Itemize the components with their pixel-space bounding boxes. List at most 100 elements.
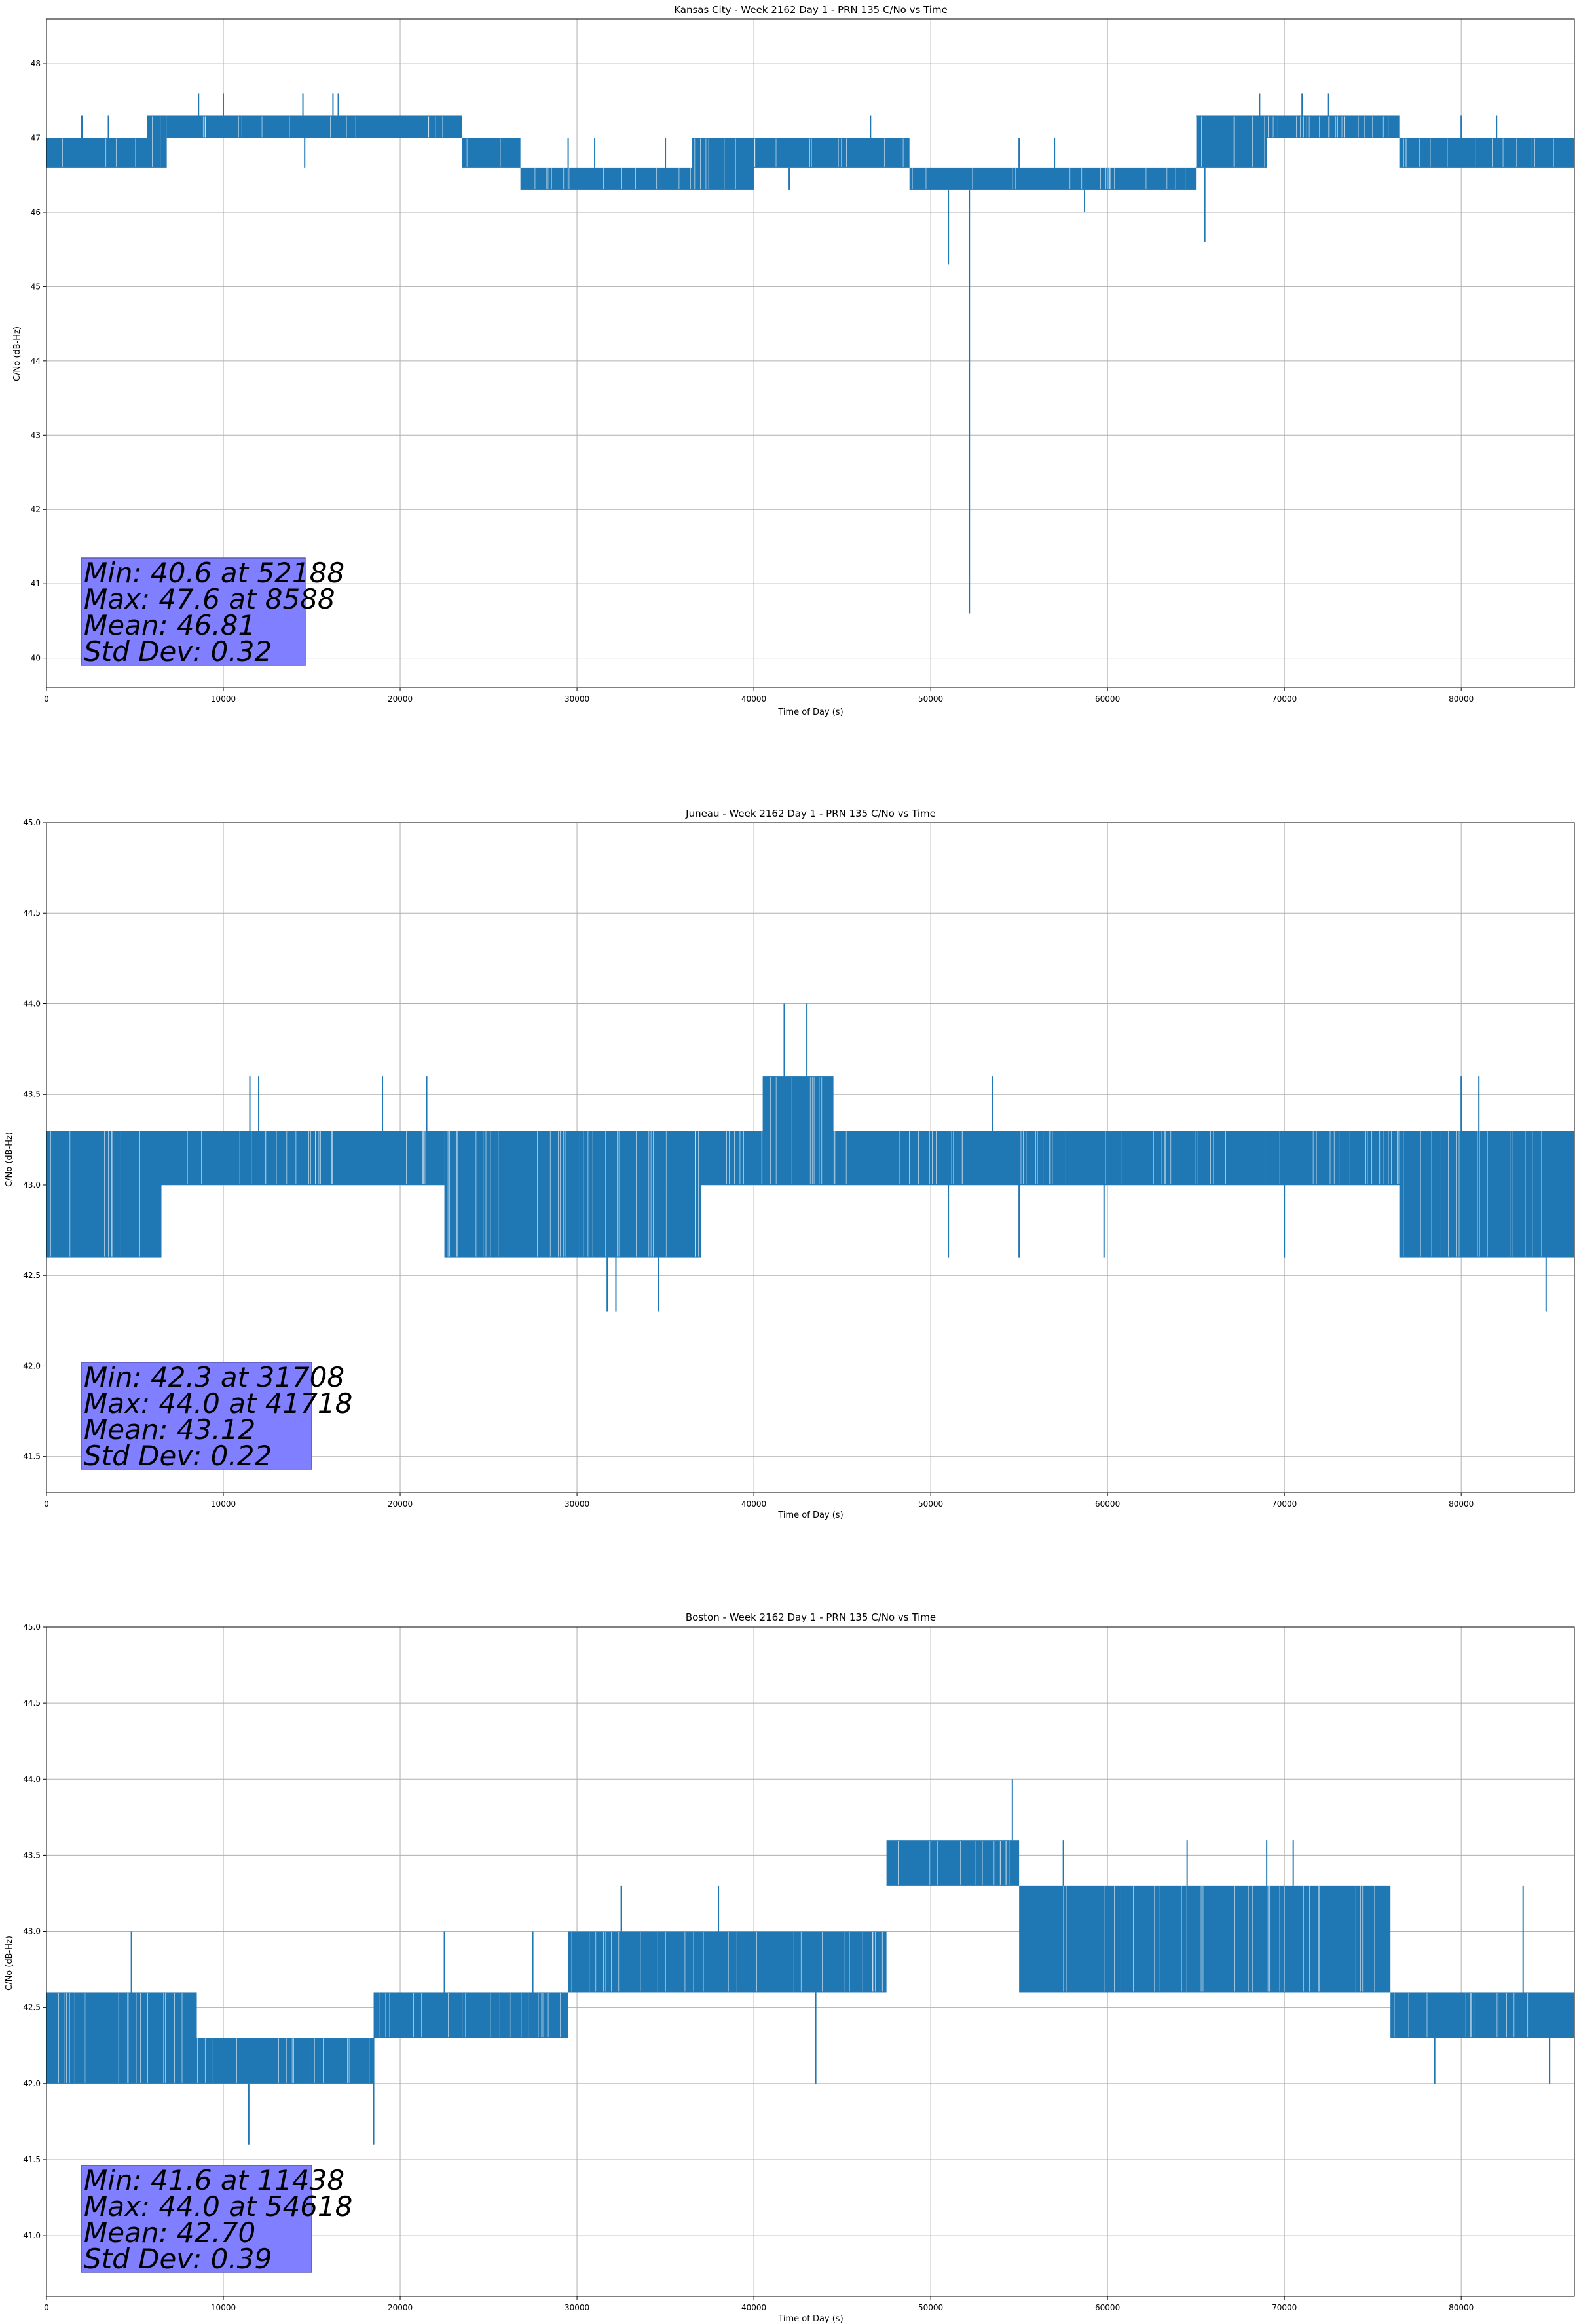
series-band [1390,1992,1574,2038]
y-tick-label: 42.5 [23,1271,41,1280]
x-tick-label: 30000 [565,2303,589,2312]
x-tick-label: 0 [44,2303,49,2312]
x-tick-label: 30000 [565,1499,589,1509]
series-band [46,1131,162,1258]
x-tick-label: 0 [44,694,49,703]
x-tick-label: 60000 [1095,1499,1120,1509]
y-tick-label: 45 [31,282,41,291]
x-tick-label: 50000 [918,694,943,703]
x-tick-label: 70000 [1272,1499,1297,1509]
y-tick-label: 46 [31,208,41,217]
chart-title: Boston - Week 2162 Day 1 - PRN 135 C/No … [686,1611,936,1623]
x-tick-label: 20000 [388,2303,413,2312]
series-band [444,1131,666,1258]
axes-frame [46,18,1575,688]
stats-line: Mean: 43.12 [84,1414,255,1446]
x-tick-label: 70000 [1272,694,1297,703]
y-axis-label: C/No (dB-Hz) [5,1936,14,1991]
x-axis-label: Time of Day (s) [777,707,843,717]
y-tick-label: 43.5 [23,1850,41,1860]
chart-panel-kansas-city: Kansas City - Week 2162 Day 1 - PRN 135 … [12,4,1575,717]
y-tick-label: 42.5 [23,2003,41,2012]
series-band [1399,138,1574,168]
series-line [46,93,1574,614]
y-tick-label: 40 [31,654,41,663]
series-band [762,1076,834,1185]
series-band [196,2038,374,2084]
series-band [931,167,1197,190]
y-tick-label: 45.0 [23,818,41,827]
x-tick-label: 10000 [211,1499,236,1509]
series-band [46,1992,197,2084]
y-tick-label: 47 [31,134,41,143]
y-tick-label: 43.5 [23,1090,41,1099]
x-tick-label: 80000 [1449,1499,1474,1509]
stats-box [81,557,306,666]
stats-box [81,1362,312,1470]
stats-line: Std Dev: 0.39 [84,2243,272,2275]
chart-panel-juneau: Juneau - Week 2162 Day 1 - PRN 135 C/No … [5,808,1575,1520]
x-tick-label: 40000 [741,1499,766,1509]
series-band [909,167,931,190]
series-band [462,138,521,168]
stats-line: Max: 47.6 at 8588 [84,583,335,615]
y-tick-label: 42.0 [23,2079,41,2088]
x-tick-label: 0 [44,1499,49,1509]
series-band [1196,115,1267,168]
x-tick-label: 40000 [741,694,766,703]
series-band [568,1931,887,1993]
series-band [886,1840,1020,1886]
series-band [147,115,167,168]
x-tick-label: 20000 [388,1499,413,1509]
stats-line: Min: 40.6 at 52188 [84,557,344,589]
y-axis-label: C/No (dB-Hz) [12,326,22,381]
y-axis-label: C/No (dB-Hz) [5,1132,14,1187]
y-tick-label: 42.0 [23,1361,41,1370]
x-tick-label: 50000 [918,1499,943,1509]
y-tick-label: 41.5 [23,1452,41,1461]
series-band [1019,1885,1391,1993]
axes-frame [46,822,1575,1493]
series-line [46,1003,1574,1312]
series-band [373,1992,568,2038]
chart-title: Kansas City - Week 2162 Day 1 - PRN 135 … [674,4,948,16]
y-tick-label: 43.0 [23,1927,41,1936]
x-tick-label: 80000 [1449,2303,1474,2312]
chart-panel-boston: Boston - Week 2162 Day 1 - PRN 135 C/No … [5,1611,1575,2324]
y-tick-label: 44.5 [23,909,41,918]
stats-line: Mean: 46.81 [84,609,255,641]
x-tick-label: 60000 [1095,2303,1120,2312]
stats-line: Std Dev: 0.32 [84,635,272,667]
x-tick-label: 80000 [1449,694,1474,703]
y-tick-label: 43 [31,430,41,440]
stats-line: Max: 44.0 at 54618 [84,2190,352,2222]
ticks: 0 10000 20000 30000 40000 50000 60000 70000 8000… [23,1622,1474,2312]
x-tick-label: 40000 [741,2303,766,2312]
x-tick-label: 50000 [918,2303,943,2312]
y-tick-label: 45.0 [23,1622,41,1632]
y-tick-label: 48 [31,59,41,68]
stats-line: Max: 44.0 at 41718 [84,1387,352,1419]
series-band [161,1131,445,1185]
x-tick-label: 20000 [388,694,413,703]
y-tick-label: 41.5 [23,2155,41,2164]
stats-line: Min: 41.6 at 11438 [84,2164,344,2196]
ticks: 0 10000 20000 30000 40000 50000 60000 70000 8000… [31,59,1474,703]
series-band [1399,1131,1574,1258]
x-axis-label: Time of Day (s) [777,1510,843,1520]
x-tick-label: 30000 [565,694,589,703]
y-tick-label: 43.0 [23,1180,41,1190]
y-tick-label: 44.0 [23,999,41,1008]
x-tick-label: 10000 [211,694,236,703]
ticks: 0 10000 20000 30000 40000 50000 60000 70000 8000… [23,818,1474,1509]
y-tick-label: 44 [31,356,41,365]
chart-title: Juneau - Week 2162 Day 1 - PRN 135 C/No … [685,808,936,819]
series-band [1267,115,1400,138]
series-band [166,115,462,138]
x-tick-label: 70000 [1272,2303,1297,2312]
series-band [692,138,754,190]
x-tick-label: 60000 [1095,694,1120,703]
